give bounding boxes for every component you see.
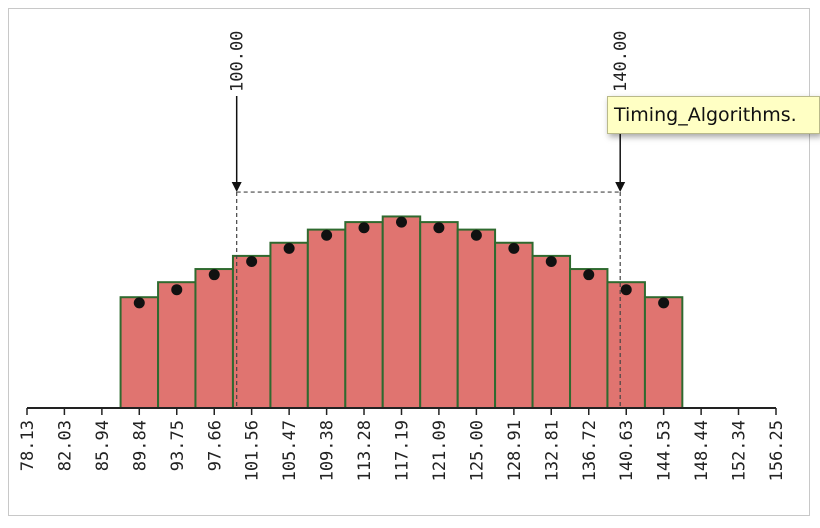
data-point-8 — [433, 222, 445, 234]
histogram-bar-5 — [306, 228, 347, 409]
x-tick-label-6: 101.56 — [243, 420, 263, 481]
x-tick-label-9: 113.28 — [355, 420, 375, 481]
x-tick-label-19: 152.34 — [730, 420, 750, 481]
x-tick-label-15: 136.72 — [580, 420, 600, 481]
data-point-4 — [283, 242, 295, 254]
histogram-bar-1 — [157, 281, 197, 410]
data-point-0 — [133, 297, 145, 309]
data-point-14 — [658, 297, 670, 309]
data-point-1 — [171, 284, 183, 296]
data-point-3 — [246, 256, 258, 268]
histogram-bar-11 — [531, 254, 572, 409]
data-point-5 — [321, 229, 333, 241]
x-tick-label-17: 144.53 — [655, 420, 675, 481]
data-point-7 — [396, 216, 407, 228]
histogram-bar-2 — [194, 268, 234, 409]
data-point-9 — [470, 229, 482, 241]
series-tooltip: Timing_Algorithms. — [607, 96, 820, 134]
x-tick-label-3: 89.84 — [130, 420, 150, 471]
data-point-12 — [583, 269, 595, 281]
x-tick-label-14: 132.81 — [542, 420, 562, 481]
x-tick-label-18: 148.44 — [692, 420, 712, 481]
x-tick-label-0: 78.13 — [18, 420, 38, 471]
x-tick-label-11: 121.09 — [430, 420, 450, 481]
data-point-2 — [208, 269, 220, 281]
marker-label-0: 100.00 — [228, 31, 248, 92]
x-tick-label-20: 156.25 — [767, 420, 787, 481]
histogram-bar-9 — [456, 228, 497, 409]
histogram-bar-4 — [269, 241, 309, 409]
marker-arrow-head-0 — [231, 182, 242, 193]
x-tick-label-10: 117.19 — [393, 420, 413, 481]
marker-label-1: 140.00 — [611, 31, 631, 92]
data-point-6 — [358, 222, 370, 234]
x-tick-label-5: 97.66 — [205, 420, 225, 471]
histogram-bar-7 — [381, 215, 422, 409]
histogram-bar-13 — [606, 281, 646, 410]
x-tick-label-4: 93.75 — [168, 420, 188, 471]
x-tick-label-7: 105.47 — [280, 420, 300, 481]
histogram-bar-10 — [494, 241, 534, 409]
x-tick-label-1: 82.03 — [55, 420, 75, 471]
histogram-bar-14 — [643, 296, 684, 410]
histogram-bar-6 — [344, 221, 384, 409]
x-tick-label-2: 85.94 — [93, 420, 113, 471]
data-point-10 — [508, 242, 520, 254]
data-point-13 — [620, 284, 632, 296]
data-point-11 — [545, 256, 557, 268]
x-tick-label-8: 109.38 — [318, 420, 338, 481]
x-tick-label-16: 140.63 — [617, 420, 637, 481]
histogram-bar-8 — [419, 221, 459, 409]
histogram-bar-3 — [231, 254, 272, 409]
histogram-bar-0 — [119, 296, 160, 410]
x-tick-label-13: 128.91 — [505, 420, 525, 481]
x-tick-label-12: 125.00 — [467, 420, 487, 481]
histogram-bar-12 — [569, 268, 609, 409]
marker-arrow-head-1 — [615, 182, 626, 193]
